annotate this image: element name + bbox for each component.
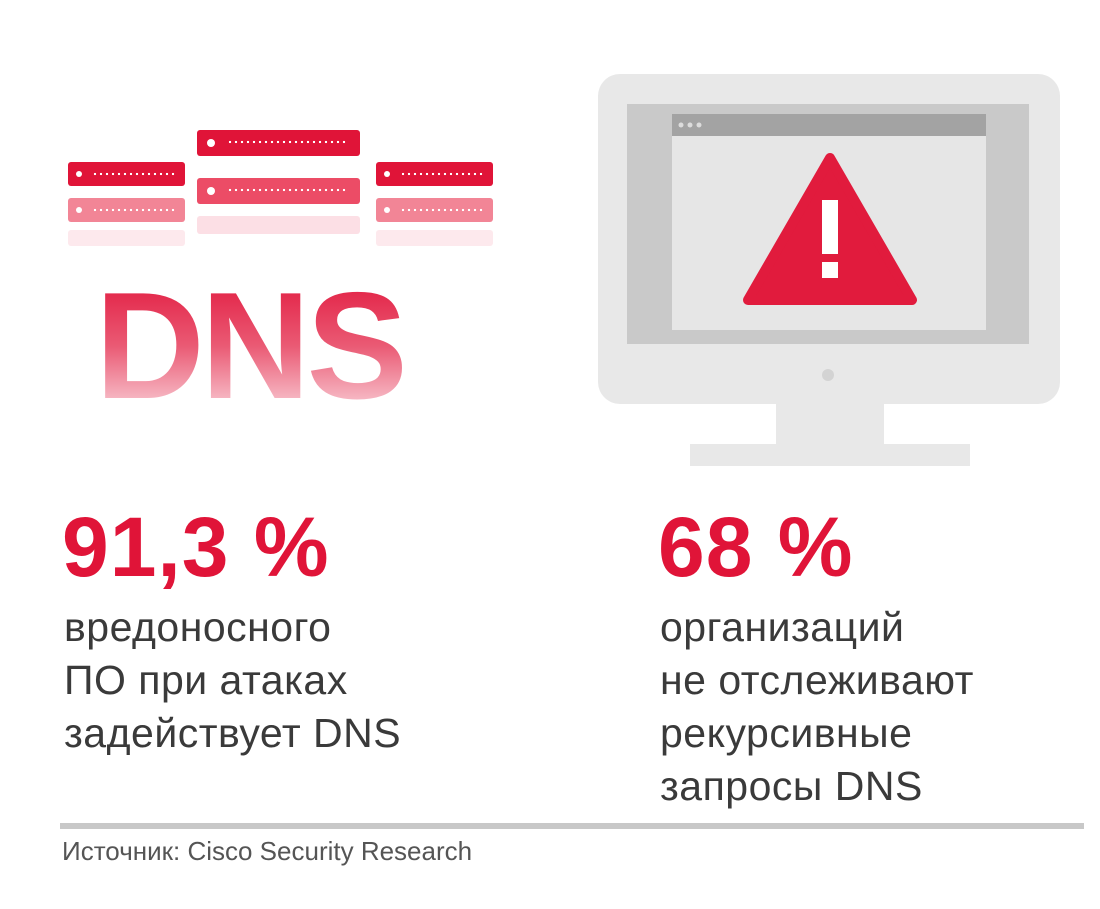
server-unit — [376, 198, 493, 222]
dns-servers-icon — [60, 120, 500, 270]
server-unit — [376, 162, 493, 186]
monitor-warning-icon — [598, 74, 1060, 466]
description-line: ПО при атаках — [64, 657, 348, 703]
warning-icon — [743, 153, 917, 305]
server-unit — [197, 178, 360, 204]
description-line: рекурсивные — [660, 710, 913, 756]
stat-description-malware: вредоносного ПО при атаках задействует D… — [64, 601, 401, 760]
description-line: задействует DNS — [64, 710, 402, 756]
dns-label: DNS — [95, 261, 408, 431]
stat-description-organizations: организаций не отслеживают рекурсивные з… — [660, 601, 974, 813]
server-unit — [197, 216, 360, 234]
description-line: запросы DNS — [660, 763, 923, 809]
server-unit — [376, 230, 493, 246]
description-line: не отслеживают — [660, 657, 974, 703]
divider — [60, 823, 1084, 829]
stat-value-malware: 91,3 % — [62, 500, 330, 594]
server-unit — [68, 162, 185, 186]
description-line: вредоносного — [64, 604, 332, 650]
source-caption: Источник: Cisco Security Research — [62, 836, 473, 866]
description-line: организаций — [660, 604, 905, 650]
server-unit — [68, 230, 185, 246]
stat-value-organizations: 68 % — [658, 500, 854, 594]
server-unit — [197, 130, 360, 156]
server-unit — [68, 198, 185, 222]
